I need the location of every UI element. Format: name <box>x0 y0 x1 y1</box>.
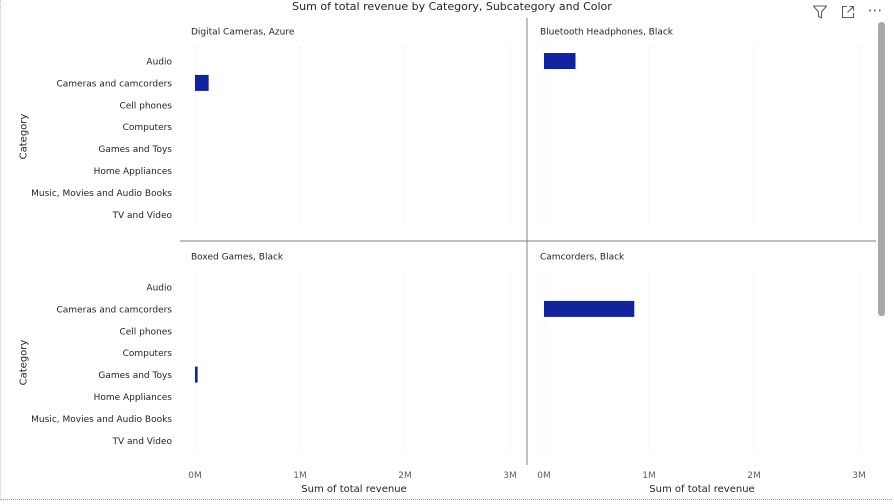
x-tick-label: 2M <box>747 471 761 481</box>
x-tick-label: 0M <box>188 471 202 481</box>
x-tick-label: 3M <box>503 471 517 481</box>
category-label: Games and Toys <box>98 371 172 381</box>
x-tick-label: 2M <box>398 471 412 481</box>
panel-title: Bluetooth Headphones, Black <box>540 28 674 38</box>
category-label: Home Appliances <box>94 167 173 177</box>
category-label: Music, Movies and Audio Books <box>31 415 172 425</box>
category-label: Computers <box>123 349 173 359</box>
x-tick-label: 1M <box>642 471 656 481</box>
category-label: Music, Movies and Audio Books <box>31 189 172 199</box>
category-label: Cell phones <box>119 101 172 111</box>
category-label: Cell phones <box>119 327 172 337</box>
category-label: TV and Video <box>111 437 172 447</box>
category-label: Games and Toys <box>98 145 172 155</box>
panel-title: Boxed Games, Black <box>191 253 284 263</box>
category-label: Cameras and camcorders <box>56 79 172 89</box>
category-label: Computers <box>123 123 173 133</box>
bar <box>544 53 576 69</box>
bar <box>195 366 198 383</box>
bar <box>195 74 209 91</box>
category-label: Audio <box>146 284 172 294</box>
x-axis-title-right: Sum of total revenue <box>649 484 755 495</box>
x-tick-label: 1M <box>293 471 307 481</box>
x-tick-label: 0M <box>537 471 551 481</box>
category-label: Audio <box>146 58 172 68</box>
chart-title: Sum of total revenue by Category, Subcat… <box>292 0 612 13</box>
panel-title: Digital Cameras, Azure <box>191 28 295 38</box>
x-axis-title-left: Sum of total revenue <box>301 484 407 495</box>
focus-mode-icon[interactable] <box>839 4 857 20</box>
more-options-icon[interactable]: ⋯ <box>867 1 883 19</box>
bar <box>544 300 635 317</box>
category-label: Home Appliances <box>94 393 173 403</box>
category-label: TV and Video <box>111 211 172 221</box>
scrollbar-thumb[interactable] <box>878 22 885 316</box>
filter-icon[interactable] <box>811 4 829 20</box>
x-tick-label: 3M <box>852 471 866 481</box>
category-label: Cameras and camcorders <box>56 305 172 315</box>
panel-title: Camcorders, Black <box>540 253 625 263</box>
